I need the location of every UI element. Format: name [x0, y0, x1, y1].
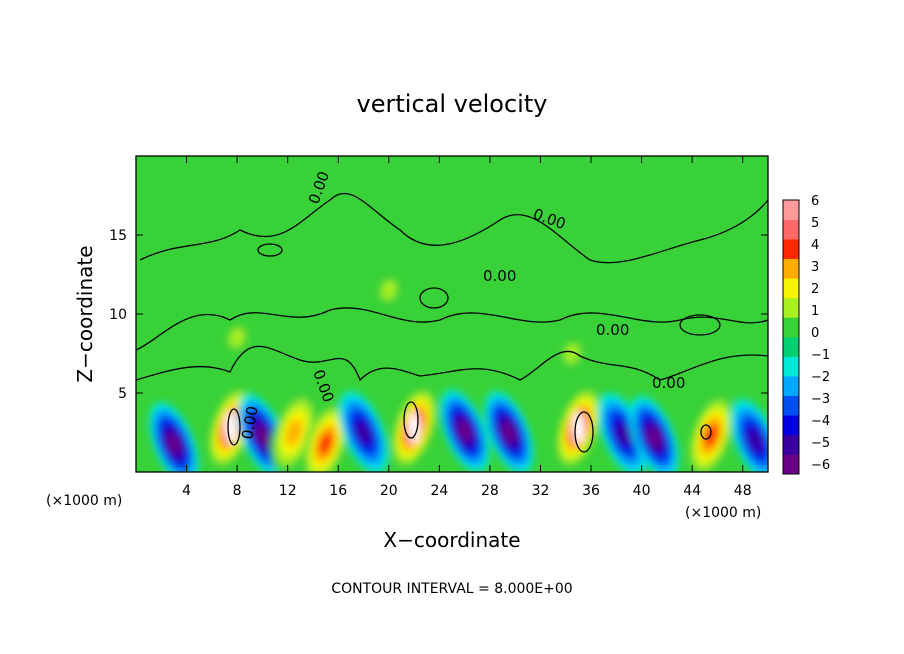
- x-tick: 32: [532, 483, 550, 499]
- zero-contours: [136, 192, 768, 453]
- x-tick-label: 28: [481, 483, 499, 499]
- x-tick: 24: [430, 483, 448, 499]
- updraft-cell: [302, 401, 349, 472]
- x-tick-label: 44: [683, 483, 701, 499]
- updraft-cell: [224, 322, 250, 354]
- downdraft-cell: [338, 391, 389, 472]
- colorbar-label: 5: [811, 216, 819, 231]
- colorbar-swatch: [783, 278, 799, 299]
- colorbar-label: −5: [811, 436, 830, 451]
- x-tick-label: 20: [380, 483, 398, 499]
- colorbar-label: −6: [811, 458, 830, 473]
- x-tick: 44: [683, 483, 701, 499]
- contour-label: 0.00: [652, 374, 685, 392]
- colorbar-label: −4: [811, 414, 830, 429]
- y-tick: 10: [109, 307, 127, 323]
- colorbar-swatch: [783, 258, 799, 279]
- x-tick: 28: [481, 483, 499, 499]
- colorbar-label: 4: [811, 238, 819, 253]
- y-tick: 15: [109, 228, 127, 244]
- downdraft-cell: [439, 389, 490, 472]
- x-tick-label: 36: [582, 483, 600, 499]
- y-tick-label: 15: [109, 228, 127, 244]
- updraft-cell: [390, 385, 438, 471]
- colorbar-label: 0: [811, 326, 819, 341]
- x-tick: 20: [380, 483, 398, 499]
- plot-area: 0.00 0.00 0.00 0.00 0.00 0.00 0.00: [136, 156, 768, 472]
- colorbar-swatch: [783, 200, 799, 220]
- y-axis-ticks: 5 10 15: [109, 228, 127, 402]
- x-tick-label: 32: [532, 483, 550, 499]
- x-axis-ticks: 4 8 12 16 20 24 28 32 36 40 44 48: [182, 483, 751, 499]
- x-tick-label: 48: [734, 483, 752, 499]
- downdraft-cell: [629, 395, 680, 472]
- x-unit-left: (×1000 m): [46, 493, 122, 509]
- y-tick-label: 10: [109, 307, 127, 323]
- colorbar-label: 3: [811, 260, 819, 275]
- colorbar-swatch: [783, 434, 799, 455]
- x-axis-label: X−coordinate: [383, 528, 520, 552]
- colorbar-label: −2: [811, 370, 830, 385]
- updraft-cell: [559, 337, 585, 370]
- heatmap-features: [149, 235, 768, 472]
- colorbar-label: −1: [811, 348, 830, 363]
- colorbar-swatch: [783, 356, 799, 377]
- colorbar-swatch: [783, 239, 799, 260]
- x-tick-label: 40: [633, 483, 651, 499]
- contour-interval-label: CONTOUR INTERVAL = 8.000E+00: [331, 581, 572, 597]
- x-tick-label: 8: [233, 483, 242, 499]
- x-tick: 48: [734, 483, 752, 499]
- colorbar-swatch: [783, 219, 799, 240]
- colorbar-swatch: [783, 415, 799, 436]
- y-axis-label: Z−coordinate: [73, 245, 97, 382]
- chart-title: vertical velocity: [357, 90, 548, 118]
- downdraft-cell: [484, 391, 534, 472]
- colorbar-label: 1: [811, 304, 819, 319]
- x-unit-right: (×1000 m): [685, 505, 761, 521]
- updraft-cell: [376, 274, 402, 306]
- x-tick-label: 24: [430, 483, 448, 499]
- x-tick-label: 16: [329, 483, 347, 499]
- x-tick: 8: [233, 483, 242, 499]
- colorbar-labels: 6 5 4 3 2 1 0 −1 −2 −3 −4 −5 −6: [811, 194, 830, 473]
- colorbar-label: 6: [811, 194, 819, 209]
- contour-labels: 0.00 0.00 0.00 0.00 0.00 0.00 0.00: [238, 169, 685, 441]
- x-tick: 4: [182, 483, 191, 499]
- downdraft-cell: [149, 402, 199, 472]
- colorbar-label: 2: [811, 282, 819, 297]
- contour-label: 0.00: [238, 405, 262, 441]
- colorbar-swatch: [783, 454, 799, 475]
- colorbar: 6 5 4 3 2 1 0 −1 −2 −3 −4 −5 −6: [782, 194, 830, 475]
- tick-marks: [136, 156, 768, 472]
- colorbar-swatch: [783, 395, 799, 416]
- contour-label: 0.00: [596, 321, 629, 339]
- colorbar-swatch: [783, 337, 799, 357]
- colorbar-swatches: [783, 200, 799, 475]
- x-tick: 36: [582, 483, 600, 499]
- x-tick: 16: [329, 483, 347, 499]
- colorbar-label: −3: [811, 392, 830, 407]
- x-tick-label: 4: [182, 483, 191, 499]
- colorbar-swatch: [783, 376, 799, 397]
- colorbar-frame: [782, 199, 800, 475]
- x-tick: 12: [279, 483, 297, 499]
- x-tick-label: 12: [279, 483, 297, 499]
- updraft-cell: [555, 385, 602, 471]
- contour-label: 0.00: [483, 267, 516, 285]
- updraft-cell: [687, 393, 735, 472]
- y-tick-label: 5: [118, 386, 127, 402]
- y-tick: 5: [118, 386, 127, 402]
- colorbar-swatch: [783, 317, 799, 338]
- x-tick: 40: [633, 483, 651, 499]
- colorbar-swatch: [783, 297, 799, 318]
